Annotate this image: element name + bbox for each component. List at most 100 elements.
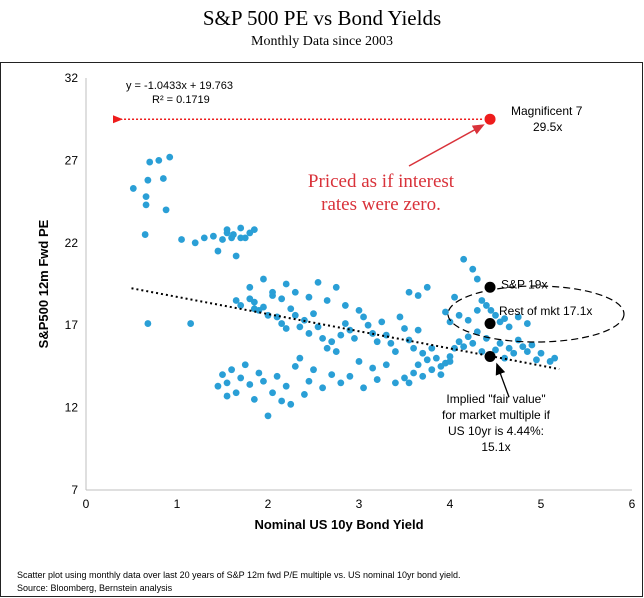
data-point xyxy=(178,236,185,243)
data-point xyxy=(282,280,290,288)
data-point xyxy=(264,412,272,420)
data-point xyxy=(141,231,149,238)
data-point xyxy=(392,379,399,387)
data-point xyxy=(455,311,463,319)
data-point xyxy=(446,353,454,360)
data-point xyxy=(341,302,349,309)
data-point xyxy=(396,313,404,321)
data-point xyxy=(319,334,326,342)
data-point xyxy=(432,354,440,362)
x-tick-label: 6 xyxy=(629,497,636,511)
data-point xyxy=(323,297,331,304)
data-point xyxy=(232,297,240,304)
data-point xyxy=(332,348,340,355)
data-point xyxy=(278,397,286,405)
data-point xyxy=(219,371,226,379)
data-point xyxy=(129,185,137,192)
magnificent-label: Magnificent 7 xyxy=(511,104,583,118)
data-point xyxy=(414,292,422,299)
data-point xyxy=(523,348,531,355)
data-point xyxy=(159,175,167,182)
highlight-point xyxy=(484,281,496,293)
data-point xyxy=(214,247,222,255)
data-point xyxy=(187,320,195,327)
data-point xyxy=(442,308,449,316)
trendline: y = -1.0433x + 19.763 R² = 0.1719 xyxy=(126,80,560,371)
fair-value-text: Implied "fair value" xyxy=(446,392,545,406)
y-tick-label: 22 xyxy=(65,236,79,250)
data-point xyxy=(269,389,276,397)
data-point xyxy=(241,361,249,369)
data-point xyxy=(223,392,231,400)
data-point xyxy=(228,366,236,374)
data-point xyxy=(214,382,222,390)
data-point xyxy=(523,320,531,327)
x-tick-label: 1 xyxy=(174,497,181,511)
data-point xyxy=(146,158,154,166)
data-point xyxy=(537,349,545,357)
fair-value-text: US 10yr is 4.44%: xyxy=(448,424,544,438)
data-point xyxy=(287,400,295,408)
data-point xyxy=(291,363,299,370)
rest-of-market-label: Rest of mkt 17.1x xyxy=(499,304,592,318)
data-point xyxy=(387,339,395,347)
magnificent-value: 29.5x xyxy=(533,120,562,134)
data-point xyxy=(255,369,263,377)
data-point xyxy=(528,341,536,349)
data-point xyxy=(305,377,313,385)
data-point xyxy=(355,358,363,365)
data-point xyxy=(360,384,367,392)
data-point xyxy=(355,306,363,314)
data-point xyxy=(250,226,258,234)
data-point xyxy=(351,334,358,342)
data-point xyxy=(191,239,199,247)
data-point xyxy=(144,320,152,327)
data-point xyxy=(410,344,417,352)
data-point xyxy=(401,374,408,382)
data-point xyxy=(483,302,490,309)
data-point xyxy=(230,231,237,238)
priced-arrow xyxy=(408,124,485,167)
data-point xyxy=(328,338,336,346)
data-point xyxy=(341,320,349,327)
data-point xyxy=(337,379,345,387)
data-point xyxy=(469,339,477,347)
data-point xyxy=(332,283,340,291)
data-point xyxy=(291,288,299,296)
data-point xyxy=(405,379,413,387)
chart-frame: 0 1 2 3 4 5 6 7 12 17 22 27 32 Nominal US 10y Bond Yi… xyxy=(0,62,643,597)
data-point xyxy=(446,318,454,326)
data-point xyxy=(405,288,413,296)
data-point xyxy=(337,331,345,339)
data-point xyxy=(346,326,354,334)
data-point xyxy=(273,372,281,380)
data-point xyxy=(310,366,317,374)
data-point xyxy=(296,323,304,331)
x-tick-label: 2 xyxy=(265,497,272,511)
x-tick-label: 0 xyxy=(83,497,90,511)
fair-value-text: for market multiple if xyxy=(442,408,551,422)
data-point xyxy=(492,311,499,319)
data-point xyxy=(301,391,308,398)
data-point xyxy=(232,389,240,397)
magnificent-point xyxy=(484,113,496,125)
data-point xyxy=(166,153,174,161)
data-point xyxy=(446,358,454,365)
data-point xyxy=(278,320,286,327)
regression-r2: R² = 0.1719 xyxy=(152,94,210,106)
data-point xyxy=(460,343,468,351)
data-point xyxy=(219,236,226,243)
data-point xyxy=(496,339,504,347)
data-point xyxy=(260,275,267,283)
data-point xyxy=(237,302,245,309)
data-point xyxy=(464,333,472,341)
data-point xyxy=(246,283,254,291)
data-point xyxy=(469,265,477,273)
footnote-source: Source: Bloomberg, Bernstein analysis xyxy=(17,583,173,593)
fair-value-text: 15.1x xyxy=(481,440,510,454)
data-point xyxy=(373,376,381,383)
data-point xyxy=(250,395,258,403)
highlight-point xyxy=(484,351,496,363)
data-point xyxy=(419,372,427,380)
